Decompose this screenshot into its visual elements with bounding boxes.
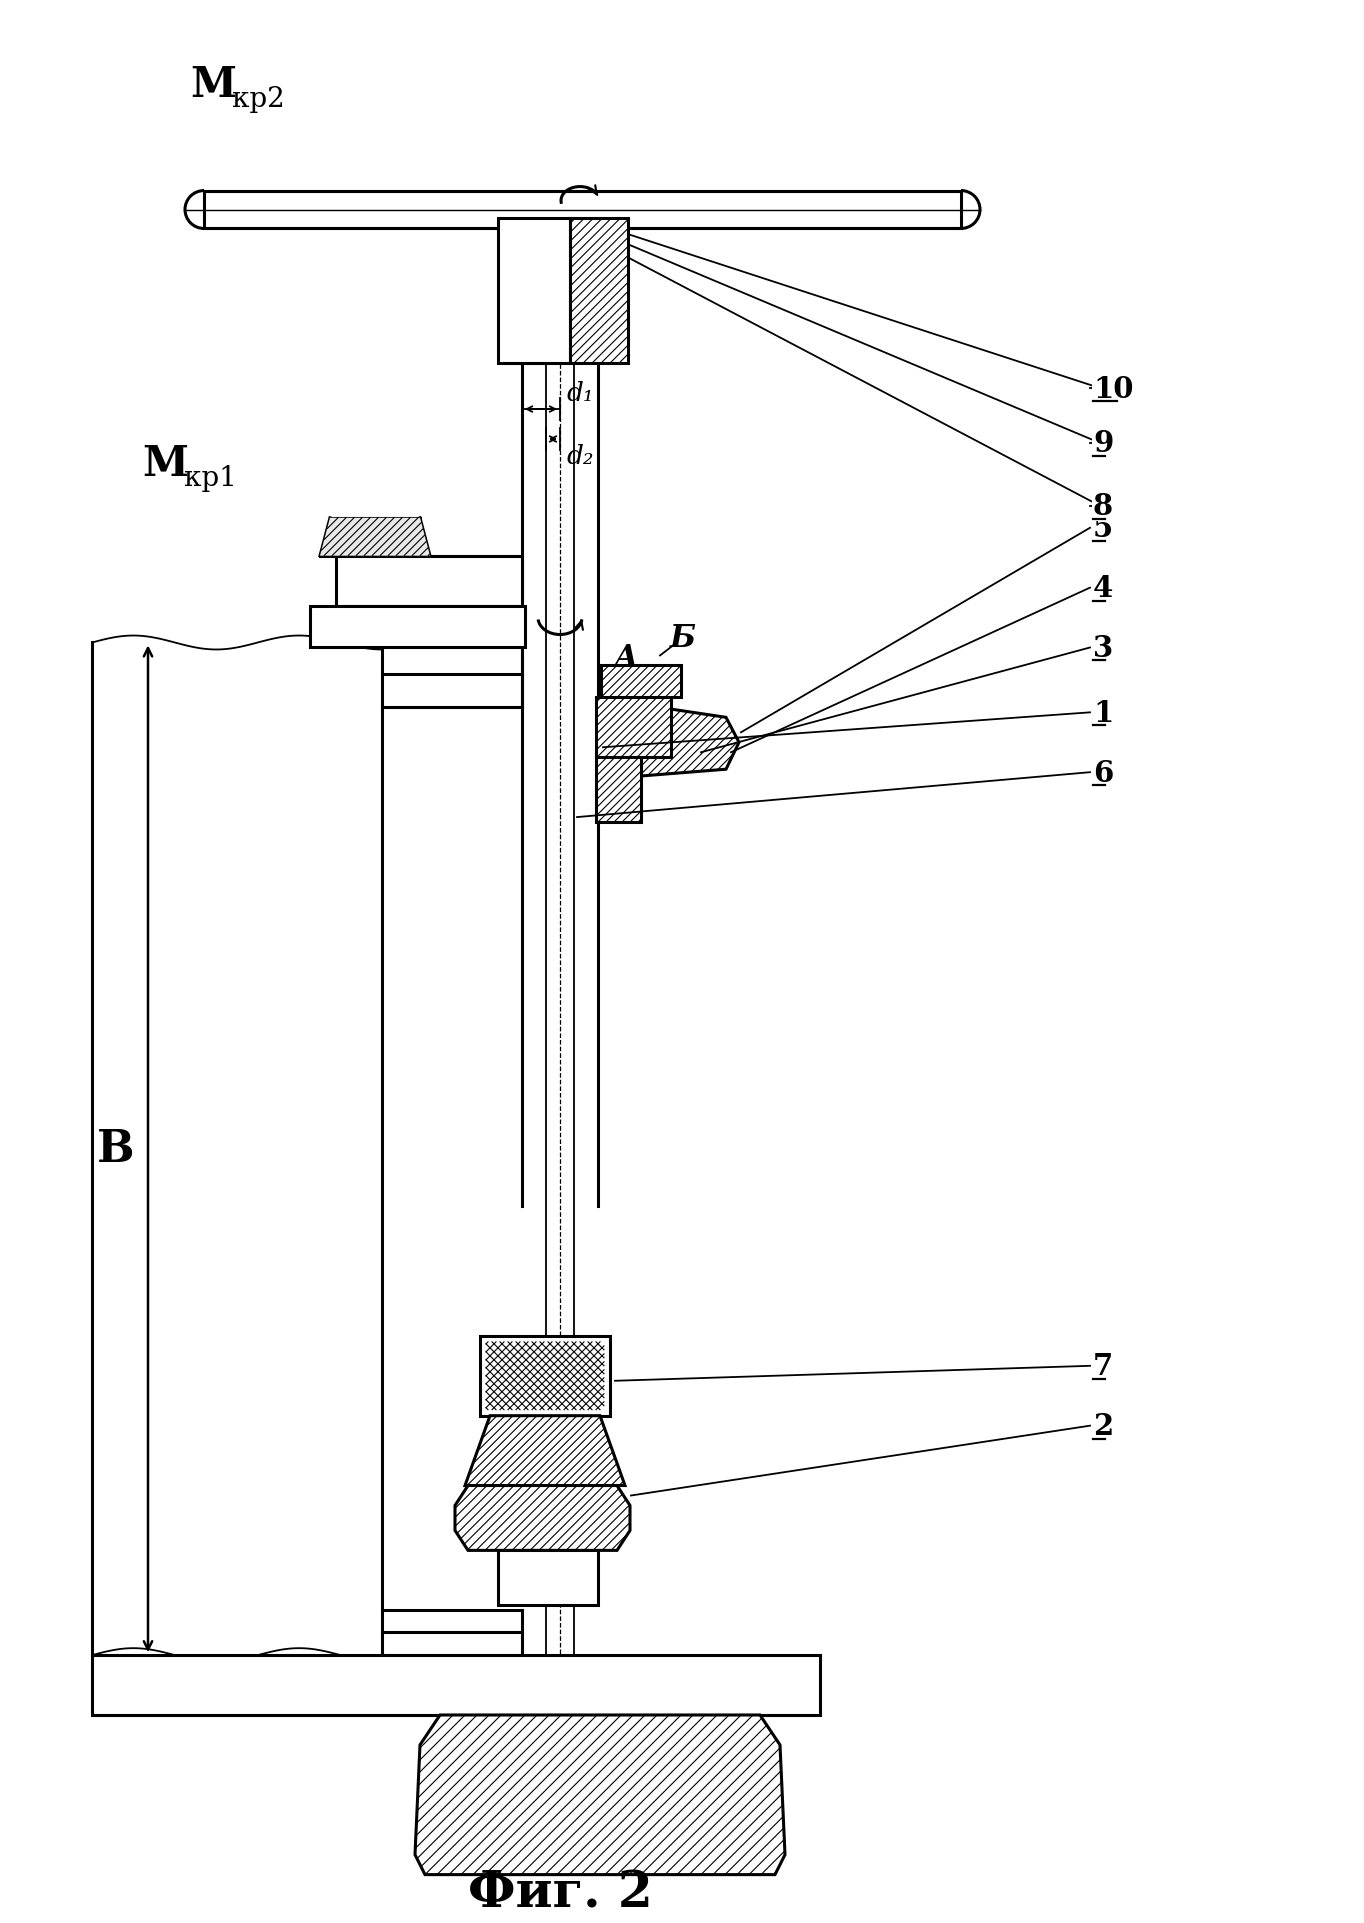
Bar (205, 192, 962, 229)
Bar (596, 758, 641, 823)
Bar (602, 665, 681, 698)
Text: В: В (97, 1127, 135, 1171)
Bar (310, 606, 525, 648)
Bar (91, 1656, 820, 1715)
Text: Фиг. 2: Фиг. 2 (468, 1867, 652, 1917)
Bar (486, 1342, 604, 1410)
Bar (570, 219, 627, 363)
Text: d₁: d₁ (566, 381, 593, 406)
Text: 10: 10 (1093, 375, 1133, 404)
Text: d₂: d₂ (566, 444, 593, 469)
Text: кр2: кр2 (232, 87, 285, 113)
Text: 1: 1 (1093, 698, 1113, 727)
Polygon shape (415, 1715, 786, 1875)
Text: 5: 5 (1093, 513, 1113, 542)
Bar (480, 1336, 610, 1415)
Polygon shape (456, 1486, 630, 1550)
Text: 7: 7 (1093, 1352, 1113, 1381)
Bar (336, 556, 522, 606)
Text: 9: 9 (1093, 429, 1113, 458)
Text: кр1: кр1 (184, 465, 237, 492)
Text: А: А (614, 642, 638, 673)
Bar (498, 219, 570, 363)
Polygon shape (321, 519, 430, 556)
Bar (486, 1342, 604, 1410)
Text: М: М (142, 442, 188, 485)
Text: 8: 8 (1093, 492, 1113, 521)
Text: Б: Б (670, 623, 696, 654)
Bar (596, 698, 671, 758)
Text: 2: 2 (1093, 1411, 1113, 1440)
Text: 6: 6 (1093, 758, 1113, 787)
Text: М: М (190, 63, 236, 106)
Text: 3: 3 (1093, 635, 1113, 663)
Text: 4: 4 (1093, 573, 1113, 602)
Polygon shape (626, 704, 739, 777)
Polygon shape (465, 1415, 625, 1486)
Bar (498, 1550, 597, 1606)
